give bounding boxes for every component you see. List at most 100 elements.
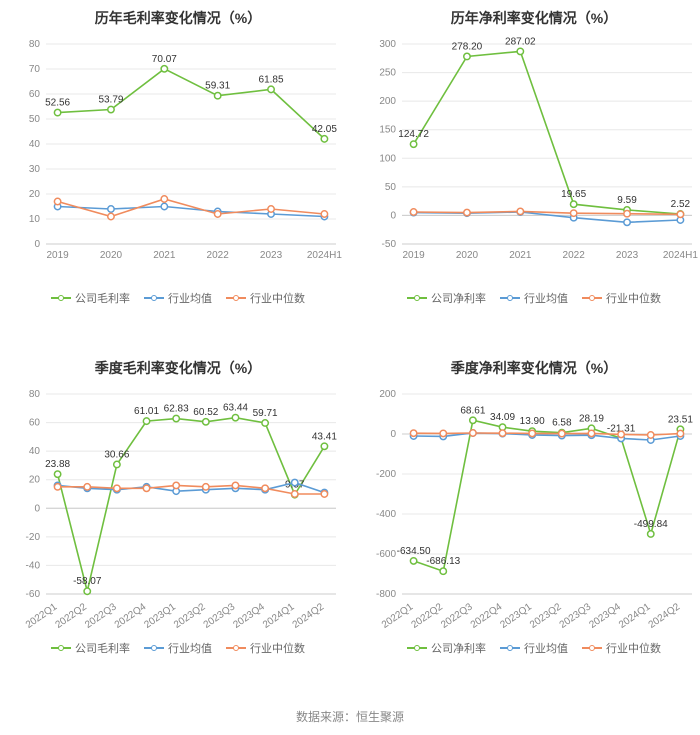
- svg-text:20: 20: [29, 475, 41, 486]
- svg-text:-20: -20: [26, 532, 41, 543]
- panel-tl: 历年毛利率变化情况（%） 010203040506070802019202020…: [0, 0, 356, 350]
- svg-text:70.07: 70.07: [152, 54, 177, 65]
- legend-tl: 公司毛利率行业均值 行业中位数: [4, 290, 352, 306]
- legend-swatch: [51, 294, 71, 302]
- legend-item: 行业中位数: [226, 640, 305, 656]
- svg-text:-600: -600: [376, 549, 396, 560]
- svg-text:2024H1: 2024H1: [307, 250, 342, 261]
- svg-text:2022Q4: 2022Q4: [113, 601, 149, 631]
- chart-plot-br: -800-600-400-20002002022Q12022Q22022Q320…: [362, 384, 700, 634]
- chart-grid: 历年毛利率变化情况（%） 010203040506070802019202020…: [0, 0, 700, 700]
- panel-br: 季度净利率变化情况（%） -800-600-400-20002002022Q12…: [356, 350, 700, 700]
- legend-label: 公司净利率: [431, 290, 486, 306]
- chart-title: 历年毛利率变化情况（%）: [4, 8, 352, 28]
- svg-text:50: 50: [29, 114, 41, 125]
- svg-text:2024Q1: 2024Q1: [617, 601, 653, 631]
- svg-text:-200: -200: [376, 469, 396, 480]
- svg-text:70: 70: [29, 64, 41, 75]
- legend-label: 行业均值: [524, 640, 568, 656]
- legend-swatch: [407, 294, 427, 302]
- svg-text:2023Q2: 2023Q2: [172, 601, 208, 631]
- svg-text:20: 20: [29, 189, 41, 200]
- svg-text:43.41: 43.41: [312, 431, 337, 442]
- svg-text:2023Q2: 2023Q2: [528, 601, 564, 631]
- svg-text:13.90: 13.90: [520, 416, 545, 427]
- legend-swatch: [226, 294, 246, 302]
- svg-text:80: 80: [29, 389, 41, 400]
- svg-text:2023: 2023: [616, 250, 639, 261]
- legend-label: 行业中位数: [250, 290, 305, 306]
- svg-text:2023Q4: 2023Q4: [587, 601, 623, 631]
- svg-text:50: 50: [385, 182, 397, 193]
- svg-text:60: 60: [29, 418, 41, 429]
- svg-text:-50: -50: [382, 239, 397, 250]
- legend-label: 行业均值: [524, 290, 568, 306]
- legend-label: 公司净利率: [431, 640, 486, 656]
- legend-tr: 公司净利率 行业均值 行业中位数: [360, 290, 700, 306]
- legend-item: 行业中位数: [582, 640, 661, 656]
- svg-text:2022: 2022: [207, 250, 230, 261]
- svg-text:2022Q3: 2022Q3: [83, 601, 119, 631]
- svg-text:63.44: 63.44: [223, 403, 248, 414]
- svg-text:2020: 2020: [456, 250, 479, 261]
- legend-label: 行业中位数: [606, 290, 661, 306]
- data-source-footer: 数据来源：恒生聚源: [0, 700, 700, 735]
- svg-text:-60: -60: [26, 589, 41, 600]
- chart-plot-tr: -500501001502002503002019202020212022202…: [362, 34, 700, 284]
- svg-text:61.01: 61.01: [134, 406, 159, 417]
- svg-text:2022: 2022: [563, 250, 586, 261]
- legend-label: 行业中位数: [250, 640, 305, 656]
- chart-title: 历年净利率变化情况（%）: [360, 8, 700, 28]
- legend-item: 行业均值: [144, 290, 212, 306]
- legend-item: 公司毛利率: [51, 290, 130, 306]
- svg-text:278.20: 278.20: [452, 41, 483, 52]
- legend-label: 公司毛利率: [75, 290, 130, 306]
- svg-text:150: 150: [379, 125, 396, 136]
- svg-text:250: 250: [379, 68, 396, 79]
- legend-label: 公司毛利率: [75, 640, 130, 656]
- svg-text:2022Q1: 2022Q1: [24, 601, 60, 631]
- svg-text:2023Q1: 2023Q1: [498, 601, 534, 631]
- svg-text:40: 40: [29, 446, 41, 457]
- legend-swatch: [144, 294, 164, 302]
- svg-text:62.83: 62.83: [164, 404, 189, 415]
- svg-text:61.85: 61.85: [259, 74, 284, 85]
- svg-text:2019: 2019: [402, 250, 425, 261]
- svg-text:9.59: 9.59: [617, 195, 637, 206]
- svg-text:0: 0: [390, 210, 396, 221]
- legend-br: 公司净利率 行业均值 行业中位数: [360, 640, 700, 656]
- legend-label: 行业中位数: [606, 640, 661, 656]
- svg-text:40: 40: [29, 139, 41, 150]
- legend-item: 行业均值: [144, 640, 212, 656]
- svg-text:2.52: 2.52: [671, 199, 691, 210]
- legend-item: 行业中位数: [226, 290, 305, 306]
- svg-text:2019: 2019: [46, 250, 69, 261]
- svg-text:2022Q2: 2022Q2: [53, 601, 89, 631]
- legend-swatch: [582, 294, 602, 302]
- legend-label: 行业均值: [168, 640, 212, 656]
- svg-text:2023Q3: 2023Q3: [558, 601, 594, 631]
- svg-text:59.31: 59.31: [205, 81, 230, 92]
- legend-swatch: [582, 644, 602, 652]
- svg-text:-800: -800: [376, 589, 396, 600]
- svg-text:2021: 2021: [509, 250, 532, 261]
- svg-text:42.05: 42.05: [312, 124, 337, 135]
- legend-bl: 公司毛利率 行业均值 行业中位数: [4, 640, 352, 656]
- svg-text:-58.07: -58.07: [73, 576, 102, 587]
- svg-text:19.65: 19.65: [561, 189, 586, 200]
- svg-text:2023Q3: 2023Q3: [202, 601, 238, 631]
- svg-text:300: 300: [379, 39, 396, 50]
- legend-swatch: [500, 644, 520, 652]
- svg-text:2023: 2023: [260, 250, 283, 261]
- svg-text:30: 30: [29, 164, 41, 175]
- svg-text:-40: -40: [26, 560, 41, 571]
- svg-text:60: 60: [29, 89, 41, 100]
- legend-swatch: [226, 644, 246, 652]
- legend-item: 行业均值: [500, 290, 568, 306]
- legend-item: 公司净利率: [407, 640, 486, 656]
- svg-text:-400: -400: [376, 509, 396, 520]
- svg-text:0: 0: [390, 429, 396, 440]
- svg-text:2024Q2: 2024Q2: [291, 601, 327, 631]
- svg-text:59.71: 59.71: [253, 408, 278, 419]
- svg-text:0: 0: [34, 239, 40, 250]
